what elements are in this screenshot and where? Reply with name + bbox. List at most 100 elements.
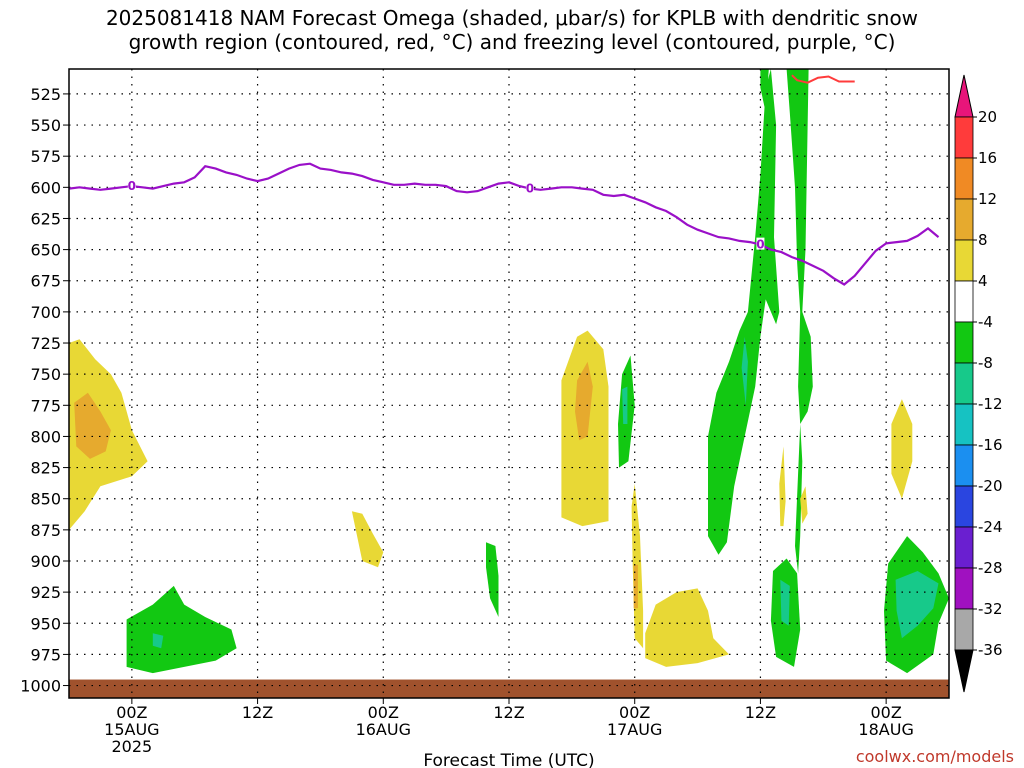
y-tick-label: 725 <box>30 334 61 353</box>
colorbar-tick-label: -8 <box>978 354 993 372</box>
y-tick-label: 925 <box>30 583 61 602</box>
colorbar-tick-label: 20 <box>978 108 997 126</box>
colorbar-tick-label: -12 <box>978 395 1003 413</box>
colorbar-tick-label: -28 <box>978 559 1003 577</box>
omega-region-low-teal-1 <box>152 633 164 649</box>
colorbar-band <box>954 362 974 405</box>
y-tick-label: 650 <box>30 241 61 260</box>
title-line-1: 2025081418 NAM Forecast Omega (shaded, μ… <box>105 6 919 30</box>
omega-region-late-teal <box>895 571 939 639</box>
freezing-level-label: 0 <box>526 182 534 196</box>
x-tick-label: 00Z <box>870 703 901 722</box>
y-tick-label: 1000 <box>20 677 61 696</box>
y-tick-label: 550 <box>30 116 61 135</box>
omega-region-hr67-teal-low <box>780 579 790 626</box>
colorbar-band <box>954 526 974 569</box>
colorbar: 20 16 12 8 4 -4 -8 -12 -16 -20 -24 -28 -32 -36 <box>954 74 1003 693</box>
colorbar-band <box>954 198 974 241</box>
dendritic-growth-contour <box>791 74 855 84</box>
colorbar-tick-label: -24 <box>978 518 1003 536</box>
colorbar-tick-label: 12 <box>978 190 997 208</box>
colorbar-tick-label: 4 <box>978 272 988 290</box>
colorbar-band <box>954 157 974 200</box>
omega-region-early-orange <box>74 392 111 459</box>
colorbar-tick-label: 8 <box>978 231 988 249</box>
x-tick-date: 16AUG <box>356 720 411 739</box>
x-tick-date: 17AUG <box>607 720 662 739</box>
colorbar-tick-label: -16 <box>978 436 1003 454</box>
x-tick-label: 12Z <box>745 703 776 722</box>
y-axis: 525 550 575 600 625 650 675 700 725 750 775 800 825 8… <box>20 85 69 696</box>
x-tick-year: 2025 <box>111 737 152 756</box>
colorbar-band <box>954 485 974 528</box>
y-tick-label: 775 <box>30 396 61 415</box>
y-tick-label: 975 <box>30 645 61 664</box>
colorbar-band <box>954 608 974 651</box>
contour-lines: 0 0 0 <box>69 74 940 286</box>
grid-lines <box>69 69 949 698</box>
freezing-label-bg <box>756 237 765 250</box>
colorbar-tick-label: -32 <box>978 600 1003 618</box>
x-tick-label: 12Z <box>493 703 524 722</box>
y-tick-label: 600 <box>30 178 61 197</box>
colorbar-tick-label: -4 <box>978 313 993 331</box>
omega-region-big-green-a <box>708 69 780 555</box>
omega-region-hr57-yellow <box>645 588 729 667</box>
colorbar-band <box>954 567 974 610</box>
colorbar-tick-label: 16 <box>978 149 997 167</box>
colorbar-band <box>954 403 974 446</box>
colorbar-under-arrow <box>954 649 974 693</box>
omega-shading <box>69 69 949 674</box>
omega-region-hr68-yellow-streak <box>779 446 786 527</box>
freezing-label-bg <box>127 179 136 192</box>
y-tick-label: 875 <box>30 521 61 540</box>
y-tick-label: 675 <box>30 272 61 291</box>
y-tick-label: 800 <box>30 427 61 446</box>
freezing-level-contour <box>69 162 940 286</box>
x-tick-date: 18AUG <box>858 720 913 739</box>
colorbar-over-arrow <box>954 74 974 118</box>
colorbar-band <box>954 280 974 323</box>
y-tick-label: 700 <box>30 303 61 322</box>
x-tick-label: 00Z <box>619 703 650 722</box>
freezing-level-label: 0 <box>128 179 136 193</box>
credit-text: coolwx.com/models <box>855 747 1014 766</box>
omega-region-hr28-yellow <box>351 511 384 568</box>
colorbar-band <box>954 239 974 282</box>
x-tick-label: 00Z <box>116 703 147 722</box>
y-tick-label: 825 <box>30 459 61 478</box>
colorbar-band <box>954 444 974 487</box>
omega-region-hr40-green <box>486 542 499 617</box>
y-tick-label: 525 <box>30 85 61 104</box>
omega-region-big-green-c <box>786 69 813 574</box>
freezing-label-bg <box>525 181 534 194</box>
x-tick-label: 00Z <box>368 703 399 722</box>
terrain-layer <box>69 679 949 698</box>
colorbar-band <box>954 116 974 159</box>
chart-title: 2025081418 NAM Forecast Omega (shaded, μ… <box>0 6 1024 54</box>
colorbar-tick-label: -36 <box>978 641 1003 659</box>
y-tick-label: 575 <box>30 147 61 166</box>
y-tick-label: 625 <box>30 209 61 228</box>
y-tick-label: 900 <box>30 552 61 571</box>
x-tick-label: 12Z <box>242 703 273 722</box>
y-tick-label: 850 <box>30 490 61 509</box>
omega-region-teal-streak-big <box>741 336 748 406</box>
omega-region-hr70-yellow-streak <box>800 486 808 524</box>
omega-region-big-green-b <box>760 69 769 113</box>
title-line-2: growth region (contoured, red, °C) and f… <box>128 30 896 54</box>
y-tick-label: 750 <box>30 365 61 384</box>
x-tick-date: 15AUG <box>104 720 159 739</box>
colorbar-band <box>954 321 974 364</box>
omega-region-late-yellow <box>891 399 913 499</box>
omega-region-hr54-orange-low <box>633 564 638 609</box>
omega-region-low-green-1 <box>126 585 237 674</box>
freezing-level-label: 0 <box>756 238 764 252</box>
omega-region-hr50-orange <box>575 361 593 441</box>
terrain-band <box>69 679 949 698</box>
x-axis-label: Forecast Time (UTC) <box>423 751 594 768</box>
plot-frame <box>68 68 950 699</box>
y-tick-label: 950 <box>30 614 61 633</box>
